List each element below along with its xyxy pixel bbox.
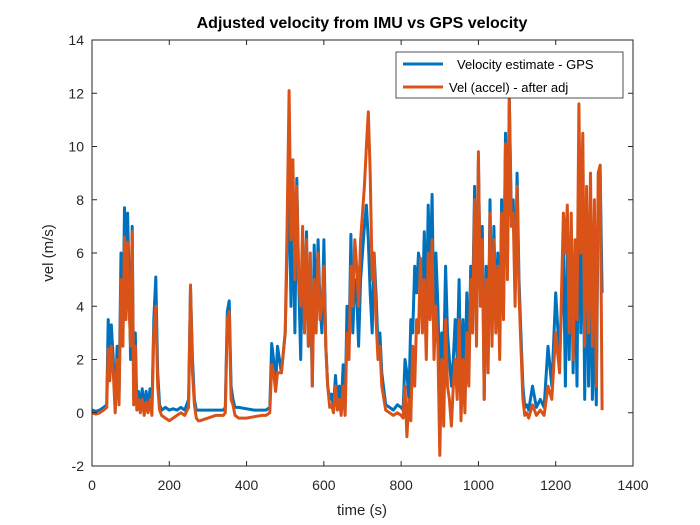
- series-layer: [91, 89, 604, 457]
- legend-label-accel: Vel (accel) - after adj: [449, 80, 568, 95]
- legend-label-gps: Velocity estimate - GPS: [457, 57, 594, 72]
- legend: Velocity estimate - GPS Vel (accel) - af…: [395, 51, 624, 99]
- series-line-accel: [91, 89, 604, 457]
- x-tick-label: 200: [158, 477, 182, 493]
- y-tick-label: -2: [72, 458, 85, 474]
- x-tick-label: 0: [88, 477, 96, 493]
- x-tick-label: 600: [312, 477, 336, 493]
- y-tick-label: 14: [68, 32, 84, 48]
- y-tick-label: 2: [76, 352, 84, 368]
- x-tick-label: 1400: [617, 477, 648, 493]
- y-tick-label: 4: [76, 298, 84, 314]
- x-axis-label: time (s): [337, 502, 387, 519]
- y-axis-label: vel (m/s): [40, 224, 57, 282]
- y-tick-label: 8: [76, 192, 84, 208]
- y-ticks: -2 0 2 4 6 8 10 12 14: [68, 32, 633, 474]
- legend-box: [395, 51, 624, 99]
- y-tick-label: 10: [68, 139, 84, 155]
- x-tick-label: 800: [389, 477, 413, 493]
- x-tick-label: 1200: [540, 477, 571, 493]
- y-tick-label: 12: [68, 85, 84, 101]
- x-tick-label: 400: [235, 477, 259, 493]
- x-ticks: 0 200 400 600 800 1000 1200 1400: [88, 40, 649, 493]
- y-tick-label: 0: [76, 405, 84, 421]
- y-tick-label: 6: [76, 245, 84, 261]
- chart-title: Adjusted velocity from IMU vs GPS veloci…: [197, 15, 528, 32]
- x-tick-label: 1000: [463, 477, 494, 493]
